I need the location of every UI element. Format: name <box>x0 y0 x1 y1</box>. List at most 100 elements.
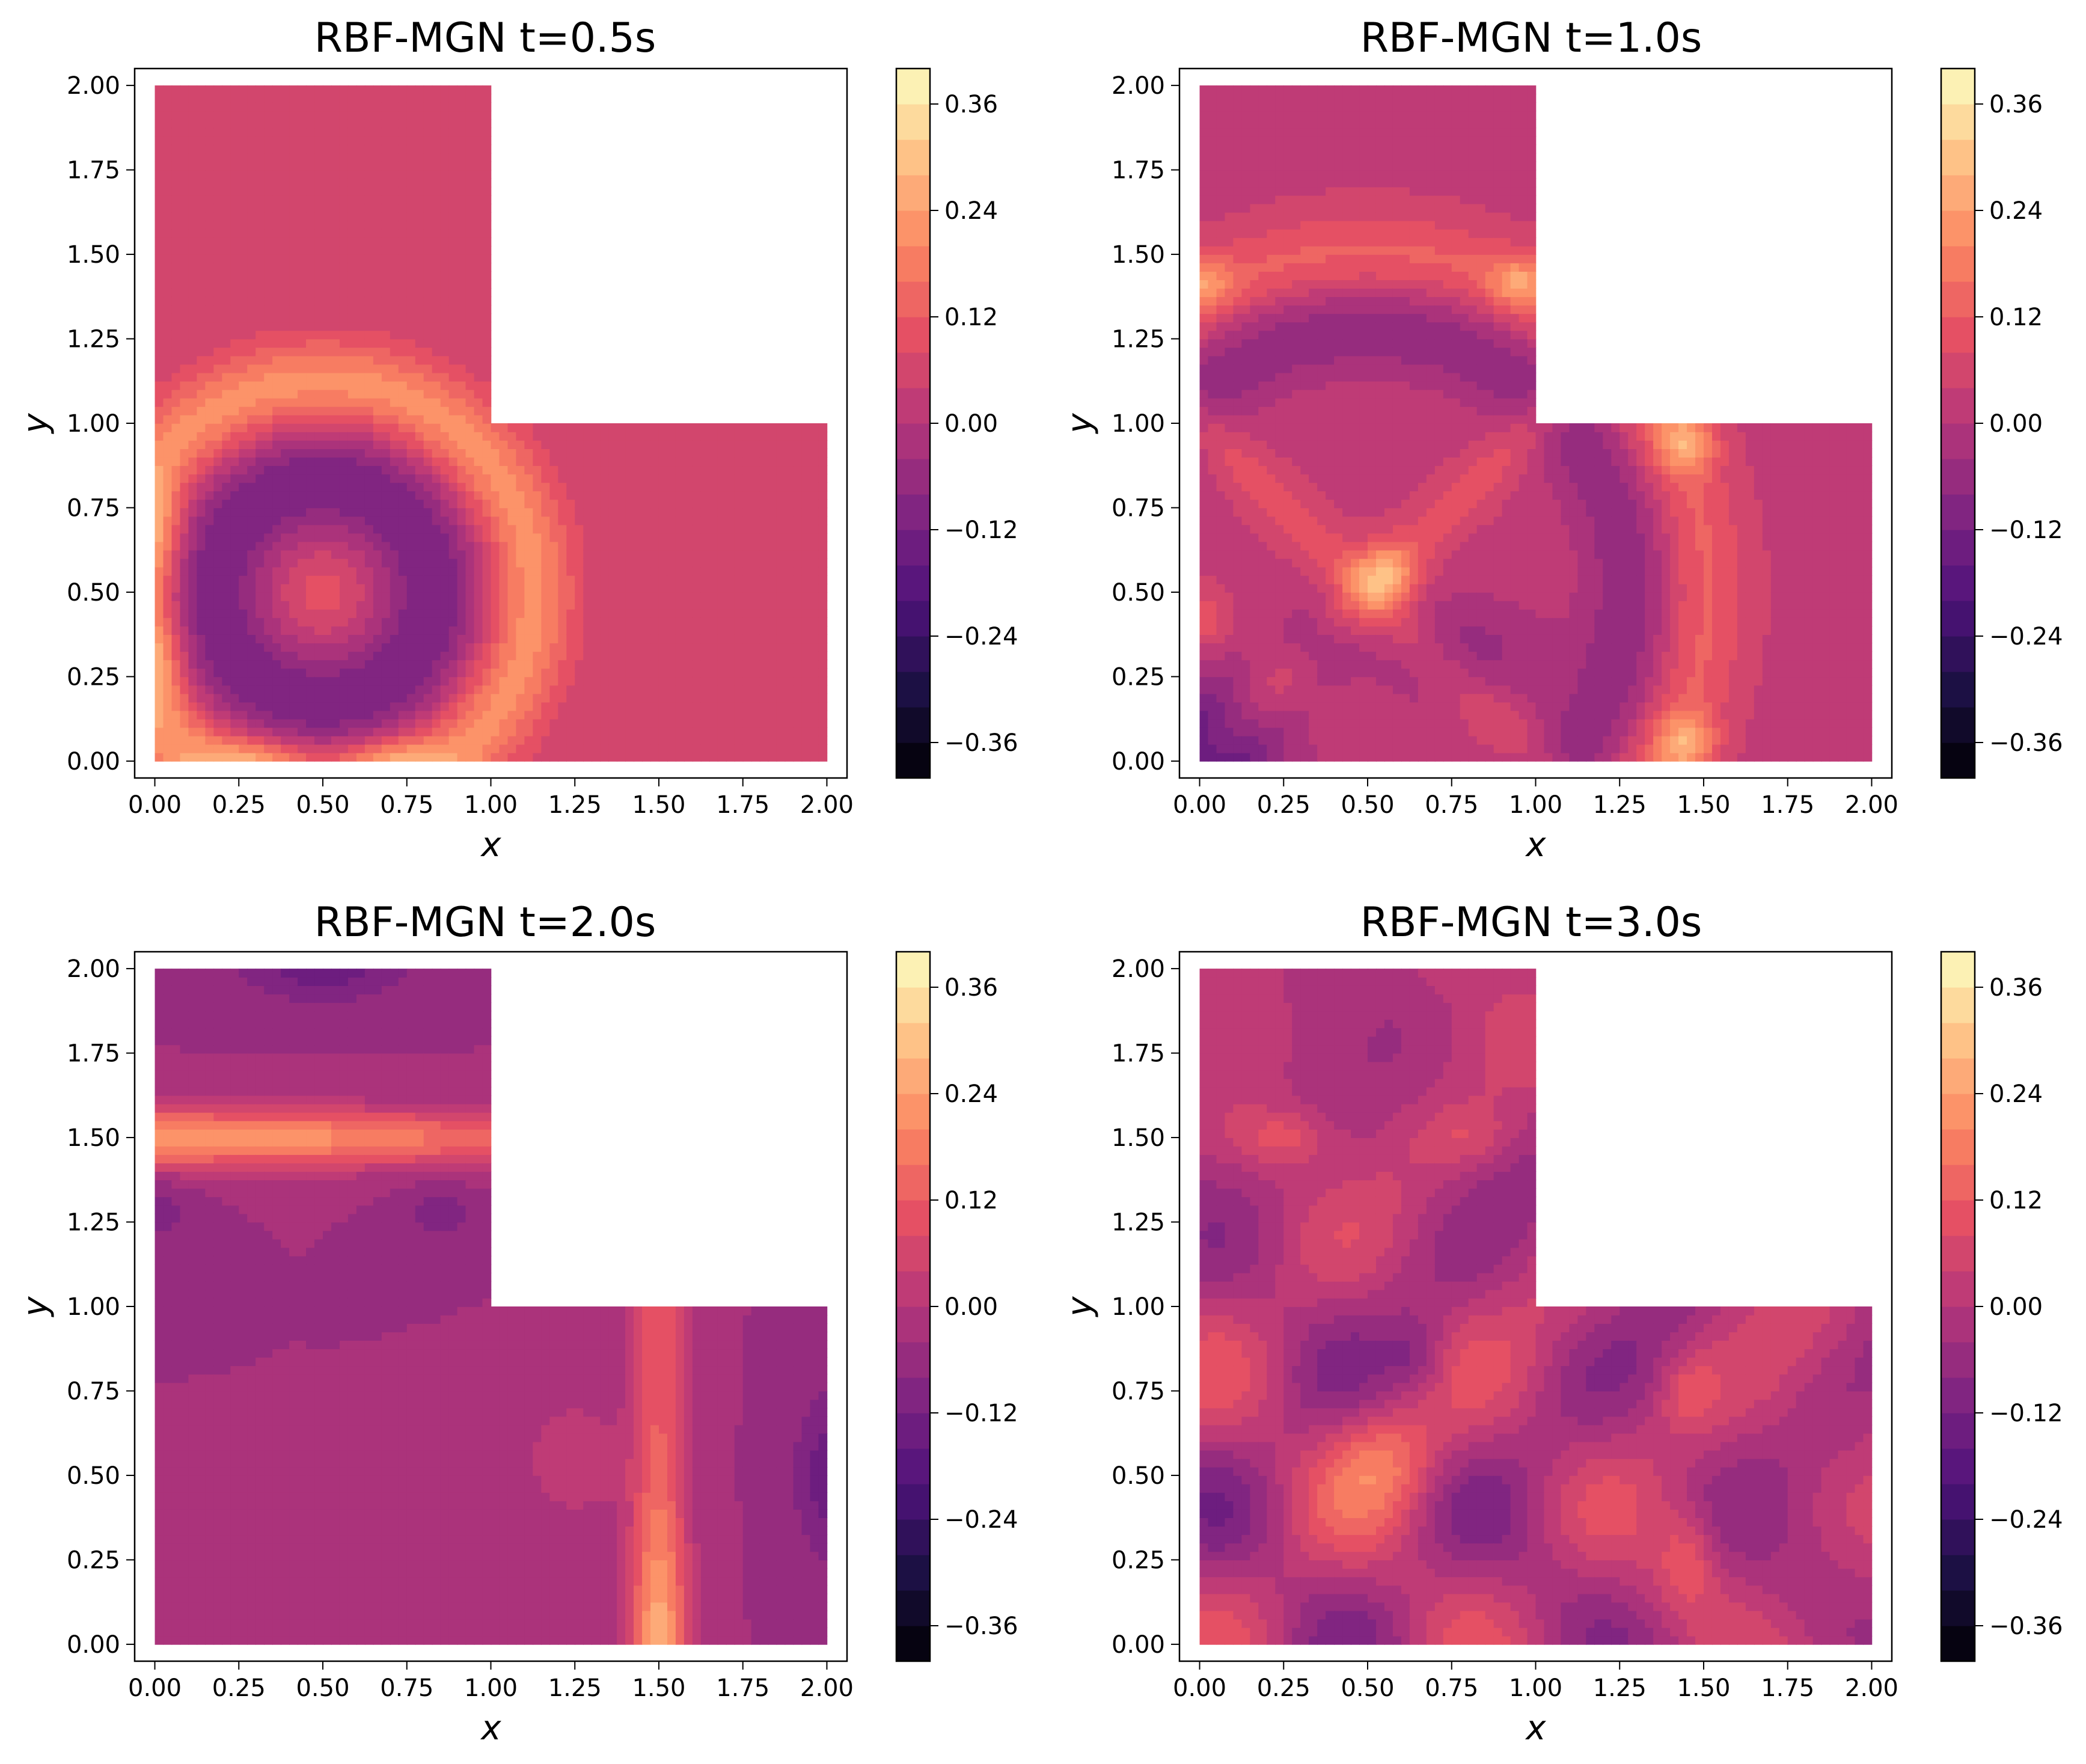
contour-cell <box>625 499 634 508</box>
contour-cell <box>810 601 819 610</box>
contour-cell <box>718 559 727 568</box>
contour-cell <box>474 542 483 551</box>
contour-cell <box>289 398 298 407</box>
contour-cell <box>399 525 408 534</box>
contour-cell <box>239 246 248 255</box>
contour-cell <box>382 482 391 491</box>
contour-cell <box>424 491 433 500</box>
contour-cell <box>205 212 214 221</box>
contour-cell <box>449 499 458 508</box>
contour-cell <box>171 339 180 348</box>
contour-cell <box>709 423 718 432</box>
contour-cell <box>247 626 256 635</box>
contour-cell <box>222 111 231 120</box>
contour-cell <box>735 660 744 669</box>
contour-cell <box>701 634 710 643</box>
contour-cell <box>558 499 567 508</box>
contour-cell <box>323 676 332 685</box>
contour-cell <box>483 162 492 171</box>
contour-cell <box>499 609 508 618</box>
contour-cell <box>281 736 290 745</box>
contour-cell <box>751 507 760 516</box>
contour-cell <box>365 575 374 584</box>
contour-cell <box>642 736 651 745</box>
contour-cell <box>314 525 323 534</box>
contour-cell <box>155 634 164 643</box>
contour-cell <box>298 567 307 576</box>
contour-cell <box>323 533 332 542</box>
contour-cell <box>356 449 366 458</box>
contour-cell <box>281 415 290 424</box>
contour-cell <box>247 499 256 508</box>
contour-cell <box>272 85 281 94</box>
contour-cell <box>247 398 256 407</box>
contour-cell <box>289 162 298 171</box>
contour-cell <box>348 237 357 247</box>
contour-cell <box>441 144 450 153</box>
contour-cell <box>306 212 315 221</box>
contour-cell <box>298 694 307 703</box>
contour-cell <box>491 711 500 720</box>
contour-cell <box>365 415 374 424</box>
contour-cell <box>239 719 248 728</box>
contour-cell <box>314 491 323 500</box>
contour-cell <box>255 94 265 103</box>
contour-cell <box>617 702 626 711</box>
contour-cell <box>365 559 374 568</box>
contour-cell <box>483 373 492 382</box>
contour-cell <box>516 601 525 610</box>
contour-cell <box>1200 609 1209 618</box>
contour-cell <box>314 617 323 626</box>
contour-cell <box>171 694 180 703</box>
contour-cell <box>306 550 315 559</box>
contour-cell <box>213 533 222 542</box>
contour-cell <box>549 744 558 753</box>
contour-cell <box>625 676 634 685</box>
contour-cell <box>474 85 483 94</box>
contour-cell <box>802 507 811 516</box>
contour-cell <box>340 212 349 221</box>
contour-cell <box>314 727 323 737</box>
contour-cell <box>449 491 458 500</box>
contour-cell <box>356 305 366 314</box>
contour-cell <box>239 660 248 669</box>
contour-cell <box>524 711 533 720</box>
contour-cell <box>222 85 231 94</box>
colorbar-band <box>896 246 930 282</box>
contour-cell <box>281 525 290 534</box>
contour-cell <box>365 457 374 466</box>
contour-cell <box>491 685 500 694</box>
contour-cell <box>1208 601 1217 610</box>
contour-cell <box>709 668 718 677</box>
contour-cell <box>298 119 307 128</box>
contour-cell <box>617 482 626 491</box>
contour-cell <box>415 111 424 120</box>
contour-cell <box>457 474 466 483</box>
contour-cell <box>164 212 173 221</box>
contour-cell <box>642 744 651 753</box>
contour-cell <box>541 423 550 432</box>
contour-cell <box>449 432 458 441</box>
contour-cell <box>533 660 542 669</box>
contour-cell <box>684 465 693 474</box>
contour-cell <box>356 271 366 280</box>
contour-cell <box>415 153 424 162</box>
contour-cell <box>399 719 408 728</box>
contour-cell <box>1200 525 1209 534</box>
contour-cell <box>264 221 273 230</box>
contour-cell <box>213 525 222 534</box>
contour-cell <box>735 423 744 432</box>
contour-cell <box>340 339 349 348</box>
contour-cell <box>281 94 290 103</box>
contour-cell <box>155 617 164 626</box>
contour-cell <box>164 423 173 432</box>
contour-cell <box>802 474 811 483</box>
contour-cell <box>818 491 827 500</box>
contour-cell <box>239 727 248 737</box>
contour-cell <box>466 668 475 677</box>
contour-cell <box>608 491 617 500</box>
contour-cell <box>306 491 315 500</box>
contour-cell <box>777 651 786 660</box>
contour-cell <box>449 617 458 626</box>
